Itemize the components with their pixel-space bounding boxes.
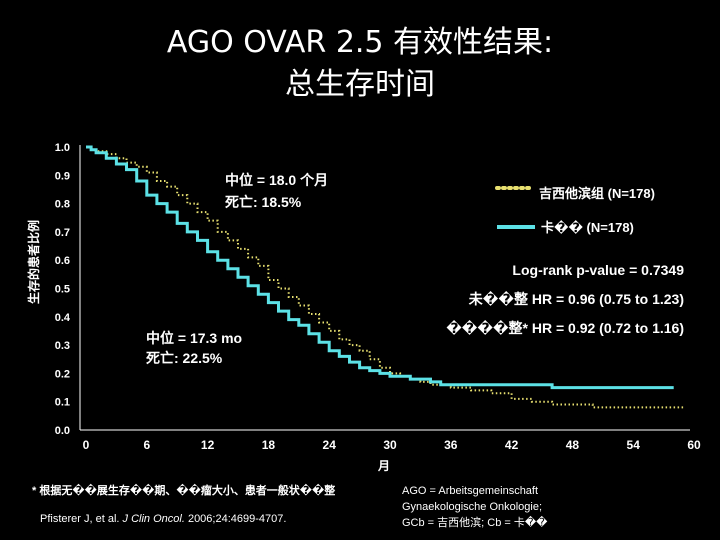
x-tick-label: 24 bbox=[323, 438, 337, 452]
abbrev-line1: AGO = Arbeitsgemeinschaft bbox=[402, 485, 539, 497]
abbrev-line3: GCb = 吉西他滨; Cb = 卡�� bbox=[402, 517, 548, 529]
y-tick-label: 0.7 bbox=[55, 227, 70, 239]
y-tick-label: 0.6 bbox=[55, 255, 70, 267]
chart-legend: 吉西他滨组 (N=178) 卡�� (N=178) bbox=[495, 186, 655, 235]
citation: Pfisterer J, et al. J Clin Oncol. 2006;2… bbox=[40, 513, 286, 525]
y-tick-label: 0.0 bbox=[55, 425, 70, 437]
gemcitabine-survival-curve bbox=[86, 146, 684, 409]
citation-journal: J Clin Oncol. bbox=[122, 513, 185, 525]
x-axis-label: 月 bbox=[377, 459, 390, 473]
median-gem-line1: 中位 = 18.0 个月 bbox=[225, 172, 328, 188]
y-tick-label: 0.1 bbox=[55, 397, 70, 409]
legend-carbo-label: 卡�� (N=178) bbox=[541, 220, 634, 235]
citation-authors: Pfisterer J, et al. bbox=[40, 513, 123, 525]
y-tick-label: 0.8 bbox=[55, 199, 70, 211]
abbrev-line2: Gynaekologische Onkologie; bbox=[402, 501, 543, 513]
chart-axes bbox=[79, 145, 690, 431]
abbreviations-note: AGO = Arbeitsgemeinschaft Gynaekologisch… bbox=[402, 483, 547, 531]
chart-annotations: 中位 = 18.0 个月 死亡: 18.5% 中位 = 17.3 mo 死亡: … bbox=[145, 172, 684, 366]
y-tick-label: 1.0 bbox=[55, 142, 70, 154]
x-tick-label: 30 bbox=[383, 438, 397, 452]
slide-title: AGO OVAR 2.5 有效性结果: 总生存时间 bbox=[0, 22, 720, 106]
y-axis-label: 生存的患者比例 bbox=[26, 220, 41, 304]
y-tick-label: 0.2 bbox=[55, 368, 70, 380]
x-tick-label: 48 bbox=[566, 438, 580, 452]
axis-ticks: 0.0 0.1 0.2 0.3 0.4 0.5 0.6 0.7 0.8 0.9 1.0 0 6 12 18 2… bbox=[55, 142, 701, 452]
carboplatin-survival-curve bbox=[86, 145, 674, 390]
hr-unadjusted-text: 未��整 HR = 0.96 (0.75 to 1.23) bbox=[469, 291, 684, 307]
y-tick-label: 0.9 bbox=[55, 170, 70, 182]
x-tick-label: 36 bbox=[444, 438, 458, 452]
median-carbo-line1: 中位 = 17.3 mo bbox=[146, 330, 242, 346]
footnote: * 根据无��展生存��期、��瘤大小、患者一般状��整 bbox=[32, 485, 336, 497]
legend-gem-label: 吉西他滨组 (N=178) bbox=[539, 186, 655, 201]
hr-adjusted-text: ����整* HR = 0.92 (0.72 to 1.16) bbox=[446, 320, 684, 336]
survival-curves bbox=[86, 145, 684, 409]
x-tick-label: 60 bbox=[687, 438, 701, 452]
x-tick-label: 0 bbox=[83, 438, 90, 452]
median-carbo-line2: 死亡: 22.5% bbox=[145, 350, 223, 366]
slide-title-line1: AGO OVAR 2.5 有效性结果: bbox=[166, 25, 554, 60]
slide-title-line2: 总生存时间 bbox=[285, 67, 435, 102]
citation-details: 2006;24:4699-4707. bbox=[184, 513, 287, 525]
x-tick-label: 18 bbox=[262, 438, 276, 452]
x-tick-label: 54 bbox=[627, 438, 641, 452]
y-tick-label: 0.3 bbox=[55, 340, 70, 352]
x-tick-label: 12 bbox=[201, 438, 215, 452]
y-tick-label: 0.4 bbox=[55, 312, 71, 324]
logrank-text: Log-rank p-value = 0.7349 bbox=[512, 262, 684, 278]
x-tick-label: 6 bbox=[143, 438, 150, 452]
x-tick-label: 42 bbox=[505, 438, 519, 452]
median-gem-line2: 死亡: 18.5% bbox=[224, 194, 302, 210]
y-tick-label: 0.5 bbox=[55, 284, 70, 296]
